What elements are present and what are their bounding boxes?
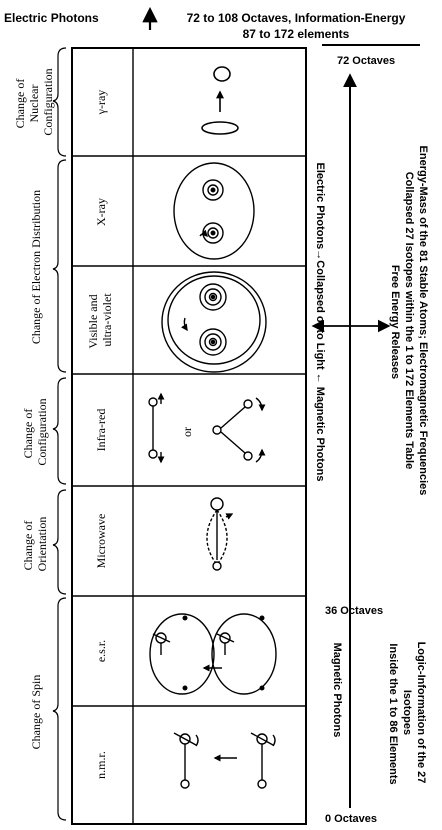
energy-mass-text: Energy-Mass of the 81 Stable Atoms; Elec… <box>389 146 429 499</box>
collapse-statement: Electric Photons→Collapsed onto Light ← … <box>314 162 326 481</box>
category-nuclear: Change of Nuclear Configuration <box>13 68 55 135</box>
category-nuclear-line1: Change of <box>13 79 27 129</box>
category-orientation-line1: Change of <box>21 521 35 571</box>
octave-range-label: 72 to 108 Octaves, Information-Energy <box>187 11 406 25</box>
category-orientation-line2: Orientation <box>35 517 49 572</box>
label-visible-uv: Visible and ultra-violet <box>86 291 114 348</box>
octave-36-label: 36 Octaves <box>325 605 383 617</box>
label-visible-line1: Visible and <box>86 294 100 348</box>
element-range-label: 87 to 172 elements <box>243 27 350 41</box>
logic-info-line3: Inside the 1 to 86 Elements <box>387 643 399 784</box>
spectrum-table <box>71 47 307 825</box>
category-orientation: Change of Orientation <box>21 517 49 572</box>
logic-information-text: Logic-Information of the 27 Isotopes Ins… <box>387 642 427 787</box>
category-nuclear-line2: Nuclear <box>27 85 41 123</box>
visible-uv-illustration <box>161 271 267 373</box>
label-nmr: n.m.r. <box>94 751 108 779</box>
x-ray-illustration <box>173 162 255 260</box>
category-spin: Change of Spin <box>29 675 43 750</box>
category-braces <box>52 47 67 821</box>
label-esr: e.s.r. <box>94 640 108 662</box>
label-microwave: Microwave <box>94 514 108 569</box>
octave-0-label: 0 Octaves <box>325 813 377 825</box>
category-configuration-line1: Change of <box>21 409 35 459</box>
category-configuration-line2: Configuration <box>35 398 49 465</box>
logic-info-line1: Logic-Information of the 27 <box>415 642 427 784</box>
nmr-illustration <box>173 732 276 789</box>
esr-illustration <box>149 613 277 695</box>
magnetic-photons-label: Magnetic Photons <box>331 643 343 738</box>
category-configuration: Change of Configuration <box>21 398 49 465</box>
octave-72-label: 72 Octaves <box>337 55 395 67</box>
category-nuclear-line3: Configuration <box>41 68 55 135</box>
label-infrared: Infra-red <box>94 409 108 452</box>
infrared-illustration <box>148 392 266 464</box>
energy-mass-line2: Collapsed 27 Isotopes within the 1 to 17… <box>403 172 415 469</box>
microwave-illustration <box>206 497 234 571</box>
category-electron-distribution: Change of Electron Distribution <box>29 190 43 344</box>
energy-mass-line3: Free Energy Releases <box>389 265 401 379</box>
gamma-ray-illustration <box>201 66 239 135</box>
label-visible-line2: ultra-violet <box>100 293 114 347</box>
energy-mass-line1: Energy-Mass of the 81 Stable Atoms; Elec… <box>417 146 429 496</box>
logic-info-line2: Isotopes <box>401 690 413 735</box>
label-or: or <box>180 427 194 437</box>
label-gamma-ray: γ-ray <box>94 90 108 116</box>
label-x-ray: X-ray <box>94 198 108 226</box>
electric-photons-title: Electric Photons <box>4 11 99 25</box>
